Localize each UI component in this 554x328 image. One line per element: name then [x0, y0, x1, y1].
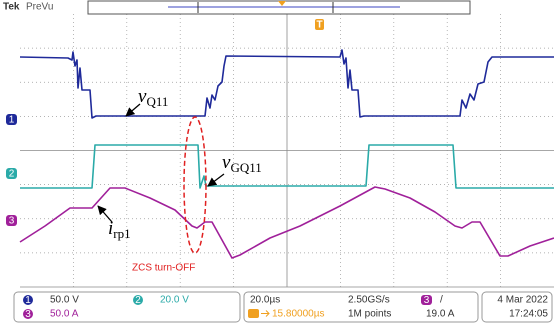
time: 17:24:05: [509, 309, 548, 320]
ch3-marker: 3: [9, 216, 15, 227]
trigger-slope: /: [440, 295, 443, 306]
ch1-scale: 50.0 V: [50, 295, 79, 306]
trigger-marker: T: [316, 20, 322, 31]
timebase: 20.0µs: [250, 295, 280, 306]
record-length: 1M points: [348, 309, 391, 320]
arrow: [126, 104, 140, 116]
arrow: [208, 174, 224, 186]
ch2-number: 2: [135, 295, 141, 306]
position-icon: [248, 309, 259, 318]
channel-box: [14, 292, 240, 322]
subscript: Q11: [146, 94, 168, 109]
ch3-number: 3: [25, 309, 31, 320]
ch1-marker: 1: [9, 115, 15, 126]
ch2-marker: 2: [9, 169, 15, 180]
brand: Tek: [3, 2, 20, 13]
zcs-ellipse: [184, 117, 206, 253]
vq11-label: vQ11: [138, 86, 168, 109]
scope-screen: Tek PreVu T 1 2 3 vQ11 vGQ11 irp1 ZCS tu…: [0, 0, 554, 328]
trigger-level: 19.0 A: [426, 309, 455, 320]
ch3-scale: 50.0 A: [50, 309, 79, 320]
graticule: [20, 14, 554, 287]
sample-rate: 2.50GS/s: [348, 295, 390, 306]
zcs-label: ZCS turn-OFF: [132, 263, 195, 274]
mode: PreVu: [26, 2, 53, 13]
date: 4 Mar 2022: [497, 295, 548, 306]
vgq11-label: vGQ11: [222, 152, 262, 175]
subscript: GQ11: [230, 160, 261, 175]
trigger-source: 3: [424, 295, 430, 306]
position: 15.80000µs: [272, 309, 324, 320]
ch2-scale: 20.0 V: [160, 295, 189, 306]
subscript: rp1: [113, 226, 130, 241]
ch1-number: 1: [25, 295, 31, 306]
arrow: [98, 206, 112, 222]
